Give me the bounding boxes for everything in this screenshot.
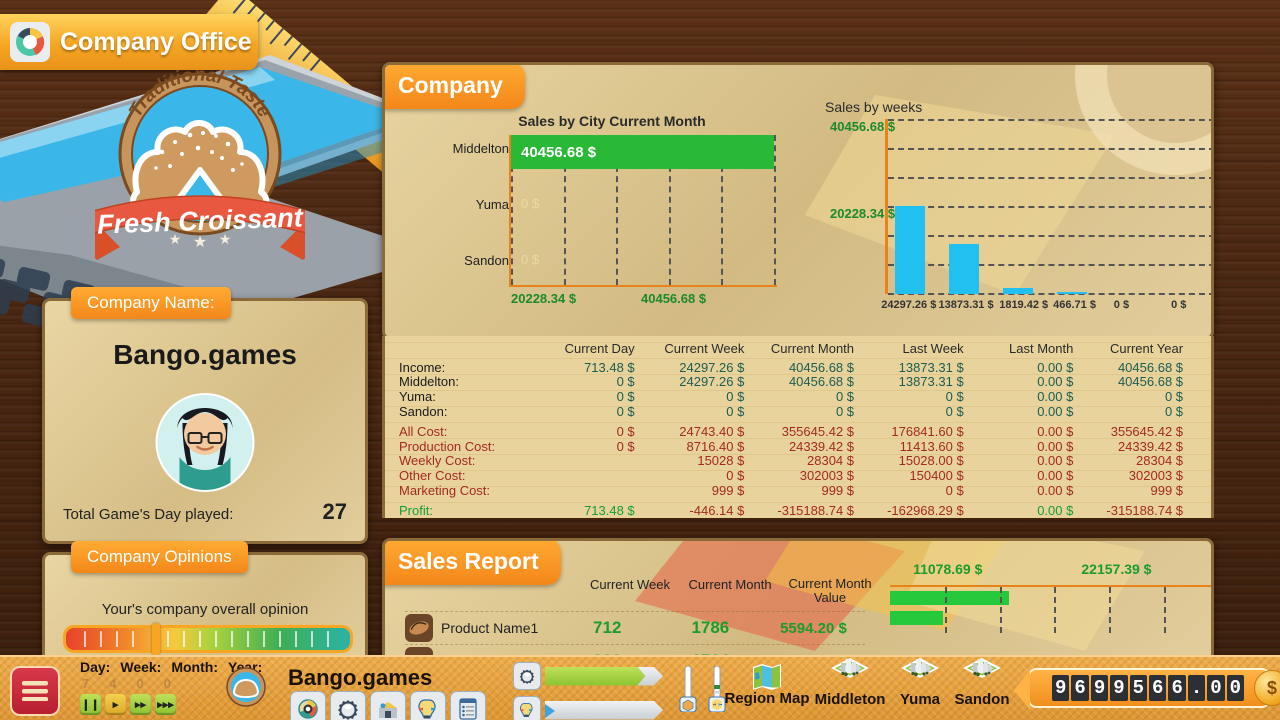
svg-text:Fresh Croissant: Fresh Croissant xyxy=(97,202,304,239)
svg-text:★: ★ xyxy=(193,234,207,251)
